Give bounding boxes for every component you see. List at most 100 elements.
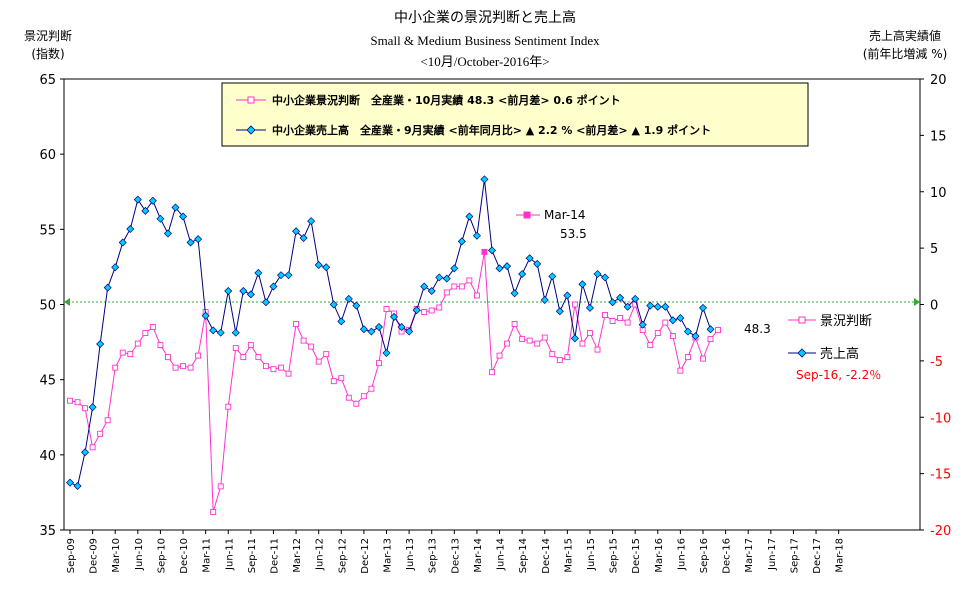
sentiment-point	[700, 355, 706, 362]
sales-point	[555, 307, 564, 316]
zero-arrows	[64, 298, 920, 306]
sentiment-point	[677, 367, 684, 374]
sentiment-point	[669, 333, 676, 340]
sales-point	[201, 311, 210, 320]
sentiment-point	[74, 399, 81, 406]
sentiment-point	[345, 394, 352, 401]
sales-point	[171, 203, 180, 212]
y-right-tick-label: 15	[930, 129, 947, 144]
x-tick-label: Mar-10	[111, 538, 122, 573]
sales-point	[593, 270, 602, 279]
sales-point	[299, 233, 308, 242]
sales-point	[382, 348, 391, 357]
x-tick-label: Sep-14	[518, 538, 529, 573]
x-tick-label: Mar-12	[292, 538, 303, 573]
y-left-tick-label: 40	[39, 449, 56, 464]
sentiment-point	[225, 403, 232, 410]
sales-point	[292, 227, 301, 236]
sales-point	[141, 206, 150, 215]
sales-point	[322, 263, 331, 272]
x-tick-label: Dec-13	[450, 538, 461, 574]
sales-point	[126, 224, 135, 233]
x-axis-ticks: Sep-09 Dec-09 Mar-10 Jun-10 Sep-10 Dec-10 Mar-…	[66, 530, 846, 574]
sentiment-point	[624, 319, 631, 326]
sales-point	[472, 231, 481, 240]
sentiment-point	[421, 309, 428, 315]
sales-point	[246, 290, 255, 299]
sales-point	[163, 229, 172, 238]
sentiment-point	[496, 352, 503, 359]
chart-subtitle: Small & Medium Business Sentiment Index	[370, 33, 600, 48]
x-tick-label: Sep-17	[789, 538, 800, 573]
latest-sales-label: Sep-16, -2.2％	[796, 368, 881, 382]
sales-point	[646, 301, 655, 310]
sentiment-point	[300, 337, 307, 344]
y-right-tick-label: 20	[930, 73, 947, 88]
y-axis-right-unit: (前年比増減 %)	[863, 46, 948, 61]
sentiment-point	[473, 292, 480, 299]
sales-point	[457, 237, 466, 246]
sentiment-point	[481, 248, 488, 255]
sales-point	[405, 327, 414, 336]
sentiment-point	[172, 364, 179, 371]
sentiment-point	[232, 345, 239, 352]
sentiment-point	[112, 364, 119, 371]
sales-point	[73, 482, 82, 491]
sales-point	[518, 270, 527, 279]
sales-point	[216, 328, 225, 337]
y-right-tick-label: -10	[930, 411, 951, 426]
sentiment-point	[97, 430, 104, 437]
sentiment-point	[278, 364, 284, 371]
sentiment-point	[293, 321, 300, 327]
y-right-tick-label: 0	[930, 299, 938, 314]
sales-point	[585, 303, 594, 312]
sales-point	[661, 302, 670, 311]
sentiment-point	[262, 363, 269, 370]
sales-point	[525, 254, 534, 263]
y-axis-right-label: 売上高実績値	[869, 28, 941, 43]
sentiment-point	[360, 393, 367, 400]
sentiment-point	[383, 306, 390, 312]
y-right-tick-label: 10	[930, 186, 947, 201]
sentiment-point	[549, 351, 556, 358]
y-axis-left-ticks: 35 40 45 50 55 60 65	[39, 73, 64, 539]
legend-box	[221, 82, 809, 147]
sales-point	[269, 282, 278, 291]
x-tick-label: Dec-09	[89, 538, 100, 574]
sentiment-point	[458, 283, 465, 290]
sales-point	[186, 238, 195, 247]
sentiment-point	[594, 346, 601, 353]
sentiment-point	[571, 301, 578, 308]
x-tick-label: Mar-13	[383, 538, 394, 573]
x-tick-label: Jun-15	[586, 538, 597, 571]
sentiment-point	[82, 405, 89, 412]
sales-point	[676, 314, 685, 323]
legend-right-sentiment: 景況判断	[820, 314, 872, 329]
sentiment-point	[376, 360, 382, 367]
sales-point	[254, 268, 263, 277]
y-left-tick-label: 65	[39, 73, 56, 88]
sales-point	[329, 300, 338, 309]
sales-point	[691, 332, 700, 341]
sales-point	[96, 339, 105, 348]
x-tick-label: Jun-10	[134, 538, 145, 571]
sentiment-point	[134, 340, 141, 347]
sales-point	[465, 212, 474, 221]
sentiment-point	[285, 370, 292, 377]
sentiment-point	[270, 366, 277, 373]
plot-area	[63, 78, 921, 531]
sentiment-point	[617, 315, 624, 321]
sales-point	[390, 312, 399, 321]
sales-point	[480, 175, 489, 184]
sales-point	[540, 295, 549, 304]
x-tick-label: Jun-11	[224, 538, 235, 571]
y-left-tick-label: 60	[39, 148, 56, 163]
x-tick-label: Jun-16	[676, 538, 687, 571]
x-tick-label: Dec-11	[269, 538, 280, 574]
sentiment-point	[466, 277, 473, 284]
sales-point	[601, 273, 610, 282]
sentiment-point	[195, 352, 202, 359]
sentiment-point	[127, 351, 134, 358]
x-tick-label: Dec-16	[722, 538, 733, 574]
